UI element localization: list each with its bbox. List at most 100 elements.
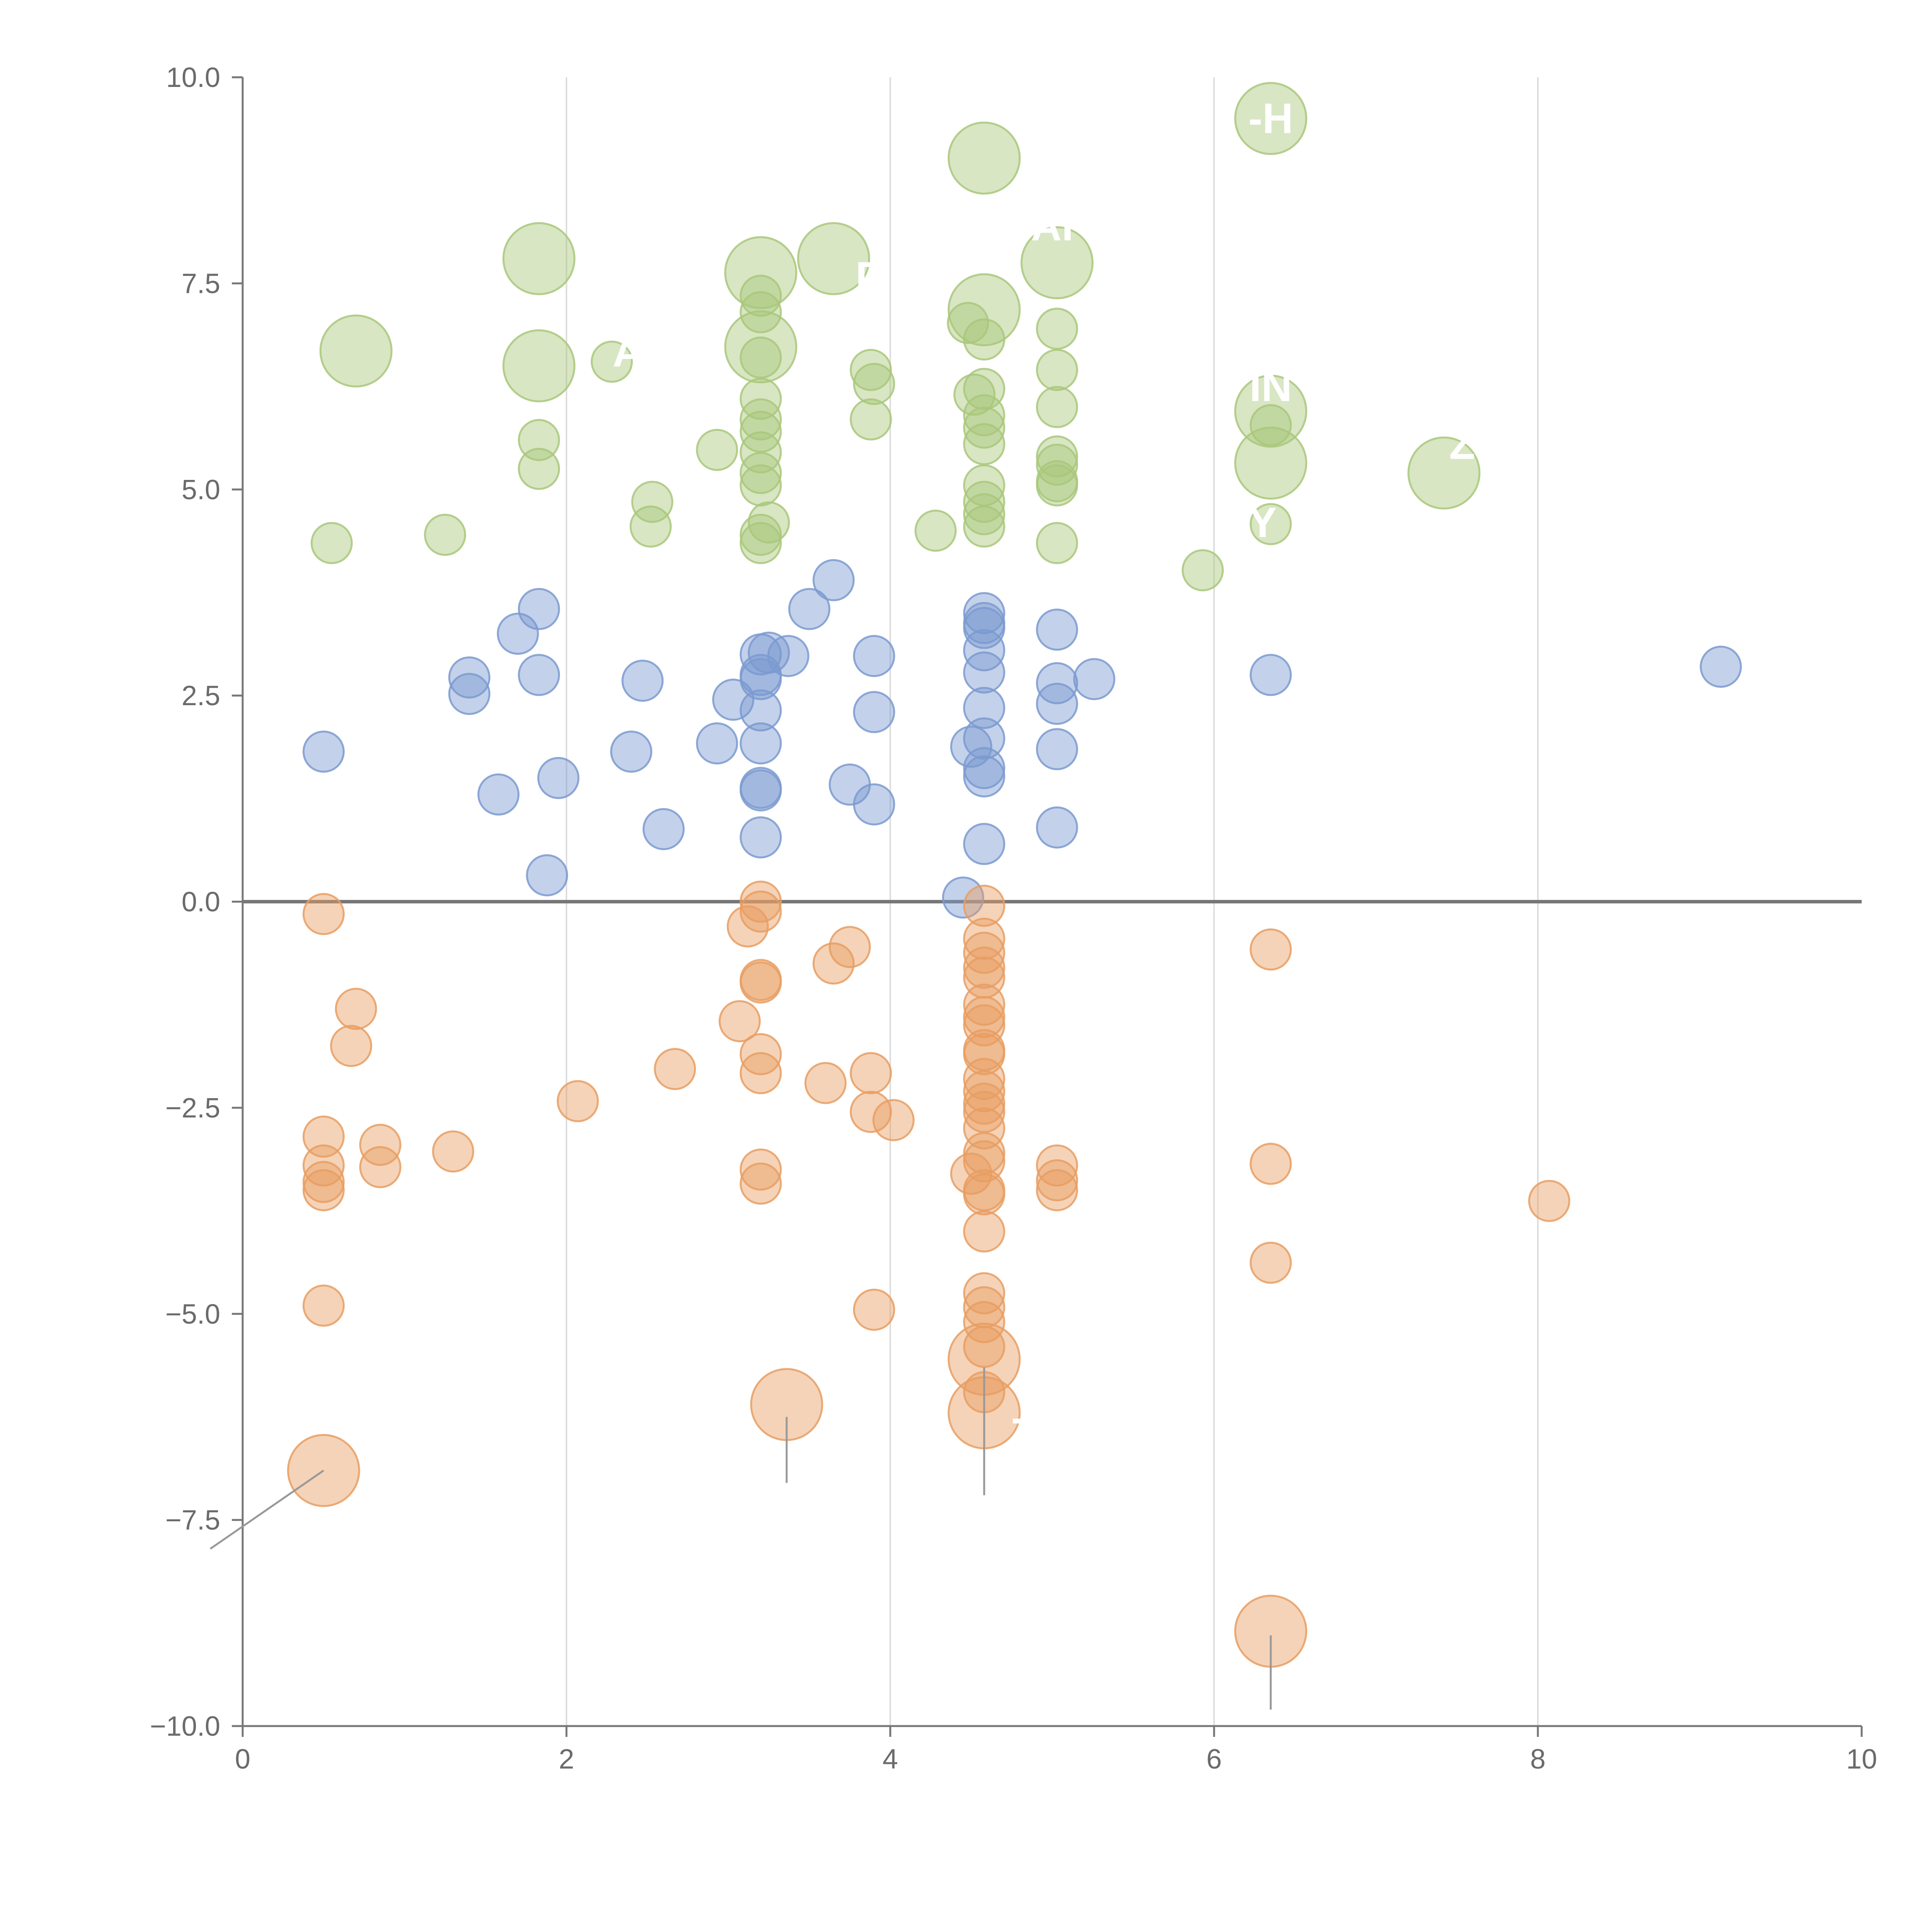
bubble-high [748, 501, 790, 544]
bubble-low [850, 1052, 892, 1094]
bubble-low [740, 1148, 782, 1191]
y-tick-label: 5.0 [182, 474, 220, 505]
bubble-low [726, 905, 769, 948]
bubble-mid [610, 730, 653, 773]
bubble-high [740, 336, 782, 379]
bubble-low [359, 1124, 401, 1166]
bubble-mid [642, 808, 685, 850]
bubble-low [335, 988, 377, 1030]
bubble-high [502, 329, 576, 403]
bubble-mid [740, 689, 782, 732]
tick-labels: 0 2 4 6 8 10 10.0 7.5 5.0 2.5 0.0 −2.5 −5.0 −7.5 −10.0 [150, 62, 1877, 1775]
bubble-low [963, 946, 1005, 989]
bubble-high [963, 423, 1005, 465]
bubble-low [303, 1284, 345, 1327]
bubble-mid [963, 755, 1005, 798]
bubble-mid [812, 559, 855, 601]
y-tick-label: −10.0 [150, 1711, 220, 1742]
bubble-high [696, 429, 738, 471]
bubble-mid [942, 876, 985, 919]
bubble-mid [963, 687, 1005, 729]
leader-line [209, 1469, 324, 1550]
bubble-low [740, 961, 782, 1004]
bubble-low [303, 1169, 345, 1211]
bubble-high [724, 310, 798, 384]
y-tick-label: 2.5 [182, 680, 220, 711]
bubble-low [963, 1107, 1005, 1150]
bubble-mid [740, 722, 782, 765]
bubble-mid [621, 660, 664, 702]
bubble-low [963, 1004, 1005, 1047]
axes [232, 76, 1863, 1737]
bubble-high [963, 406, 1005, 449]
bubble-high [850, 398, 892, 440]
bubble-high [631, 481, 673, 523]
bubble-high [1182, 549, 1224, 592]
bubble-high [1234, 426, 1308, 500]
x-tick-label: 8 [1530, 1744, 1546, 1775]
bubble-high [963, 505, 1005, 548]
bubble-low [963, 1058, 1005, 1100]
bubble-mid [477, 773, 520, 816]
x-tick-label: 0 [235, 1744, 250, 1775]
x-tick-label: 6 [1206, 1744, 1222, 1775]
bubble-mid [537, 757, 580, 799]
bubble-high [1234, 82, 1308, 155]
bubble-low [1036, 1169, 1078, 1211]
bubble-high [963, 493, 1005, 536]
bubble-mid [1036, 682, 1078, 725]
y-tick-label: −5.0 [165, 1299, 220, 1330]
bubble-mid [303, 730, 345, 773]
bubble-low [740, 1162, 782, 1205]
bubble-mid [448, 656, 491, 699]
y-tick-label: −2.5 [165, 1093, 220, 1124]
y-tick-label: 0.0 [182, 887, 220, 918]
bubble-low [963, 884, 1005, 927]
x-tick-label: 10 [1846, 1744, 1877, 1775]
bubble-annotation: -H [1248, 95, 1293, 143]
bubble-high [1036, 349, 1078, 391]
bubble-mid [1036, 608, 1078, 651]
bubble-annotation: IN [1250, 363, 1292, 410]
x-tick-label: 2 [559, 1744, 574, 1775]
bubble-high [740, 398, 782, 440]
bubble-mid [767, 635, 810, 677]
bubble-low [330, 1025, 372, 1067]
bubble-high [724, 236, 798, 310]
bubble-mid [696, 722, 738, 765]
y-tick-label: 10.0 [166, 62, 220, 93]
bubble-high [947, 121, 1021, 195]
bubble-high [963, 318, 1005, 361]
bubble-high [797, 222, 870, 295]
bubble-high [518, 447, 560, 490]
bubble-annotation: Y [1248, 499, 1277, 546]
bubble-low [963, 1033, 1005, 1075]
bubble-annotation: AI [1031, 202, 1073, 250]
bubble-high [629, 505, 672, 548]
bubble-low [850, 1091, 892, 1133]
bubble-high [1036, 522, 1078, 564]
bubble-high [740, 464, 782, 507]
bubble-high [424, 514, 466, 556]
bubble-mid [853, 635, 895, 677]
y-tick-label: −7.5 [165, 1505, 220, 1536]
y-tick-label: 7.5 [182, 268, 220, 299]
bubble-low [740, 881, 782, 923]
bubble-low [740, 1052, 782, 1094]
bubble-low [828, 926, 871, 968]
bubble-mid [963, 823, 1005, 865]
bubble-high [590, 340, 633, 383]
bubble-high [850, 349, 892, 391]
bubble-low [963, 1326, 1005, 1368]
bubble-mid [740, 767, 782, 809]
bubble-mid [1699, 645, 1742, 688]
bubble-low [853, 1289, 895, 1331]
bubble-low [654, 1048, 696, 1090]
bubble-high [1250, 503, 1292, 545]
bubble-high [1036, 386, 1078, 428]
bubble-low [963, 1091, 1005, 1133]
bubble-low [303, 893, 345, 935]
bubble-high [1036, 308, 1078, 350]
bubble-high [1234, 374, 1308, 448]
